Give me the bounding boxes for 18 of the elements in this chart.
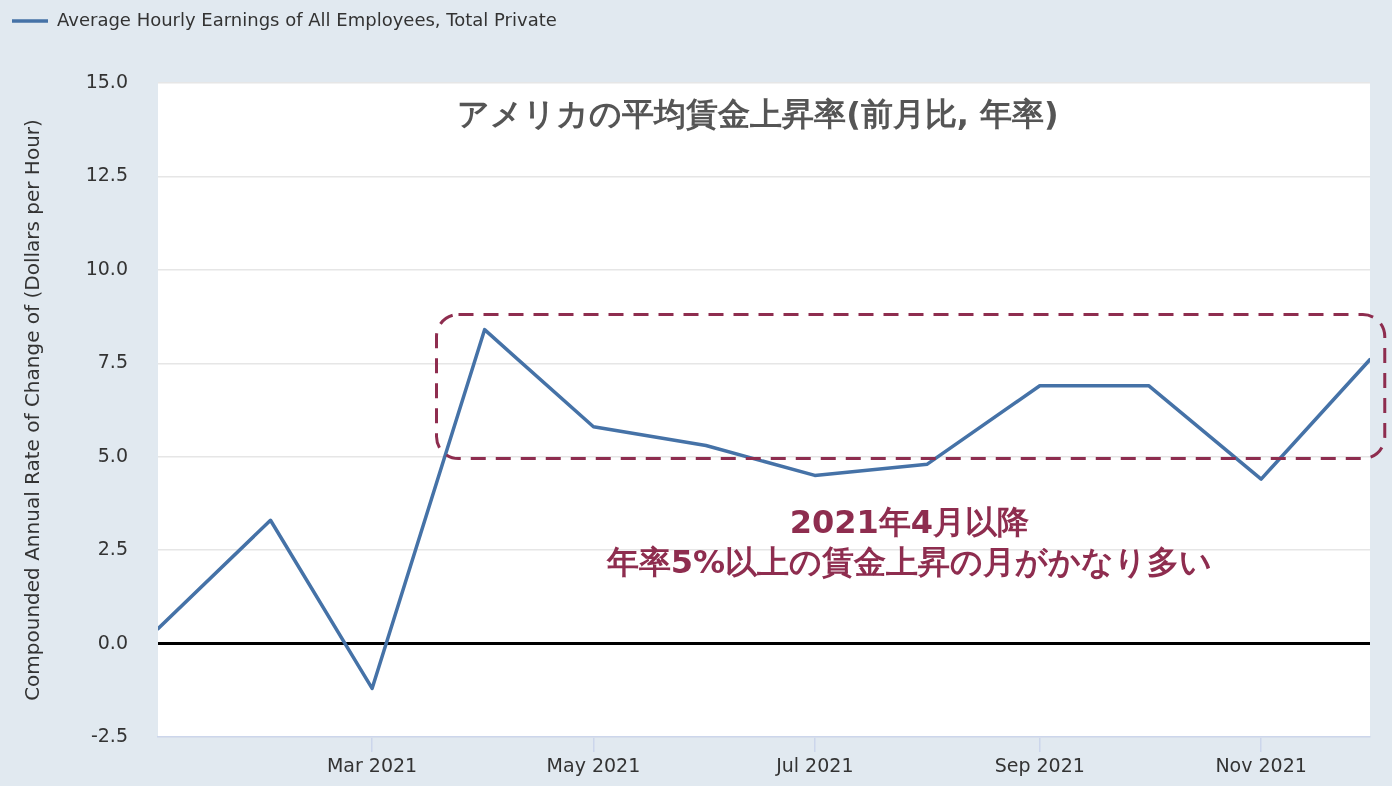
y-tick-label: 2.5 — [97, 537, 128, 560]
chart-title: アメリカの平均賃金上昇率(前月比, 年率) — [457, 95, 1059, 134]
y-tick-label: 7.5 — [97, 350, 128, 373]
annotation: 2021年4月以降 — [789, 503, 1030, 542]
y-tick-label: 15.0 — [85, 69, 128, 92]
x-tick-label: May 2021 — [546, 754, 641, 777]
x-tick-label: Nov 2021 — [1215, 754, 1307, 777]
y-tick-label: 12.5 — [85, 163, 128, 186]
y-tick-label: -2.5 — [90, 723, 128, 746]
y-axis-title: Compounded Annual Rate of Change of (Dollars per Hour) — [20, 119, 45, 701]
y-tick-label: 0.0 — [97, 630, 128, 653]
legend-label: Average Hourly Earnings of All Employees, Total Private — [57, 8, 557, 30]
y-tick-label: 10.0 — [85, 256, 128, 279]
x-tick-label: Sep 2021 — [994, 754, 1085, 777]
x-tick-label: Jul 2021 — [775, 754, 854, 777]
y-tick-label: 5.0 — [97, 443, 128, 466]
annotation: 年率5%以上の賃金上昇の月がかなり多い — [605, 543, 1213, 582]
x-tick-label: Mar 2021 — [326, 754, 418, 777]
